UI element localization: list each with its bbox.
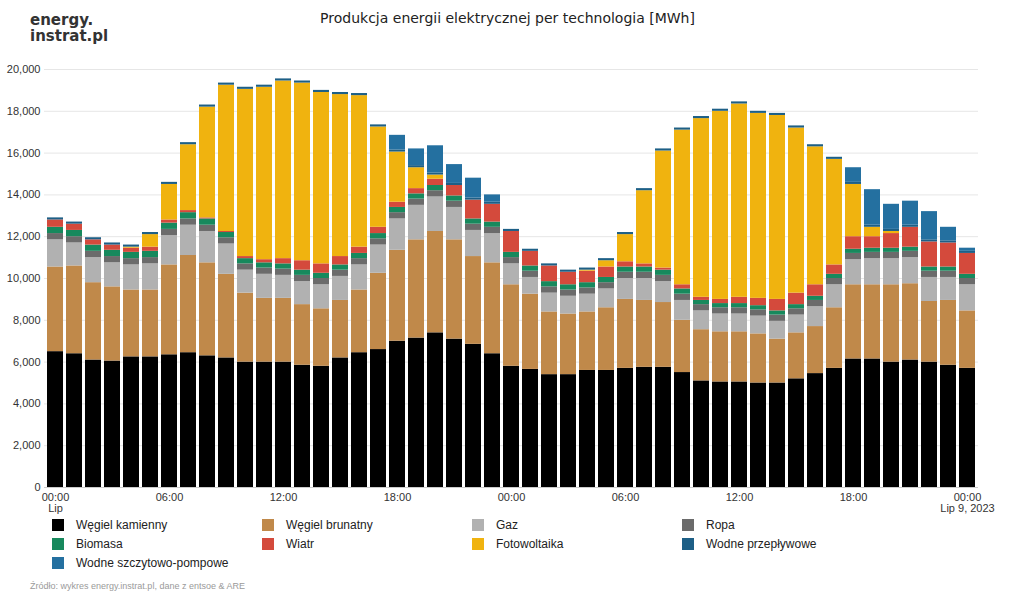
html-text:Fotowoltaika: Fotowoltaika xyxy=(496,536,564,551)
svg-text:00:00Lip: 00:00Lip xyxy=(42,491,70,514)
svg-text:06:00: 06:00 xyxy=(612,491,640,503)
svg-text:12:00: 12:00 xyxy=(270,491,298,503)
svg-text:2,000: 2,000 xyxy=(13,439,41,451)
html-text:energy.: energy. xyxy=(30,11,94,29)
svg-text:4,000: 4,000 xyxy=(13,397,41,409)
svg-text:00:00Lip 9, 2023: 00:00Lip 9, 2023 xyxy=(940,491,994,514)
html-text:Wodne przepływowe: Wodne przepływowe xyxy=(706,536,817,551)
html-text:Biomasa: Biomasa xyxy=(76,536,123,551)
svg-text:10,000: 10,000 xyxy=(7,272,41,284)
html-text:Gaz: Gaz xyxy=(496,517,518,532)
svg-text:6,000: 6,000 xyxy=(13,356,41,368)
html-text:Wiatr: Wiatr xyxy=(286,536,314,551)
svg-text:18:00: 18:00 xyxy=(384,491,412,503)
html-text:Węgiel brunatny: Węgiel brunatny xyxy=(286,517,373,532)
svg-text:0: 0 xyxy=(34,481,40,493)
html-text:Węgiel kamienny: Węgiel kamienny xyxy=(76,517,168,532)
svg-text:00:00: 00:00 xyxy=(498,491,526,503)
svg-text:20,000: 20,000 xyxy=(7,63,41,75)
svg-text:8,000: 8,000 xyxy=(13,314,41,326)
svg-text:12:00: 12:00 xyxy=(726,491,754,503)
svg-text:12,000: 12,000 xyxy=(7,230,41,242)
svg-text:18:00: 18:00 xyxy=(840,491,868,503)
html-text:instrat.pl: instrat.pl xyxy=(30,27,109,45)
html-text:Produkcja energii elektrycznej: Produkcja energii elektrycznej per techn… xyxy=(320,10,695,26)
svg-text:16,000: 16,000 xyxy=(7,147,41,159)
html-text:Ropa: Ropa xyxy=(706,517,735,532)
html-text:Źródło: wykres energy.instrat.: Źródło: wykres energy.instrat.pl, dane z… xyxy=(30,581,245,591)
svg-text:14,000: 14,000 xyxy=(7,188,41,200)
html-text:Wodne szczytowo-pompowe: Wodne szczytowo-pompowe xyxy=(76,555,229,570)
svg-text:06:00: 06:00 xyxy=(156,491,184,503)
svg-text:18,000: 18,000 xyxy=(7,105,41,117)
